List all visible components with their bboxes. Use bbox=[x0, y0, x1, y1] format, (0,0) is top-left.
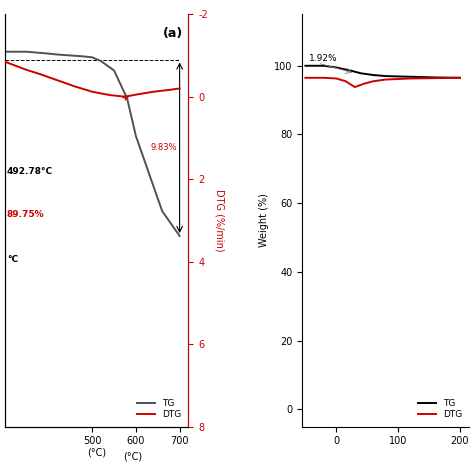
Text: (a): (a) bbox=[163, 27, 183, 40]
Text: 9.83%: 9.83% bbox=[151, 143, 177, 152]
Text: °C: °C bbox=[7, 255, 18, 264]
Text: 1.92%: 1.92% bbox=[309, 54, 337, 63]
Text: 89.75%: 89.75% bbox=[7, 210, 45, 219]
Text: 492.78°C: 492.78°C bbox=[7, 166, 53, 175]
X-axis label: (°C): (°C) bbox=[87, 448, 106, 458]
Text: (°C): (°C) bbox=[123, 452, 142, 462]
Legend: TG, DTG: TG, DTG bbox=[134, 396, 184, 422]
Y-axis label: DTG (%/min): DTG (%/min) bbox=[215, 189, 225, 252]
Y-axis label: Weight (%): Weight (%) bbox=[259, 193, 269, 247]
Legend: TG, DTG: TG, DTG bbox=[415, 396, 465, 422]
